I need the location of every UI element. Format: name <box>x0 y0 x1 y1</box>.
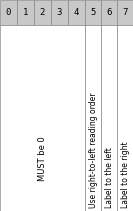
Bar <box>101 25 117 211</box>
Bar <box>117 0 133 25</box>
Text: 2: 2 <box>40 8 45 17</box>
Text: 0: 0 <box>6 8 11 17</box>
Bar <box>0 25 85 211</box>
Bar <box>85 25 101 211</box>
Text: Label to the left: Label to the left <box>105 147 113 208</box>
Text: Use right-to-left reading order: Use right-to-left reading order <box>88 92 97 208</box>
Text: 7: 7 <box>122 8 128 17</box>
Bar <box>117 25 133 211</box>
Text: MUST be 0: MUST be 0 <box>38 137 47 181</box>
Text: Label to the right: Label to the right <box>120 141 130 208</box>
Bar <box>17 0 34 25</box>
Text: 6: 6 <box>106 8 112 17</box>
Text: 1: 1 <box>23 8 28 17</box>
Text: 3: 3 <box>57 8 62 17</box>
Bar <box>34 0 51 25</box>
Bar <box>51 0 68 25</box>
Bar <box>0 0 17 25</box>
Bar <box>101 0 117 25</box>
Bar <box>85 0 101 25</box>
Bar <box>68 0 85 25</box>
Text: 4: 4 <box>74 8 79 17</box>
Text: 5: 5 <box>90 8 96 17</box>
